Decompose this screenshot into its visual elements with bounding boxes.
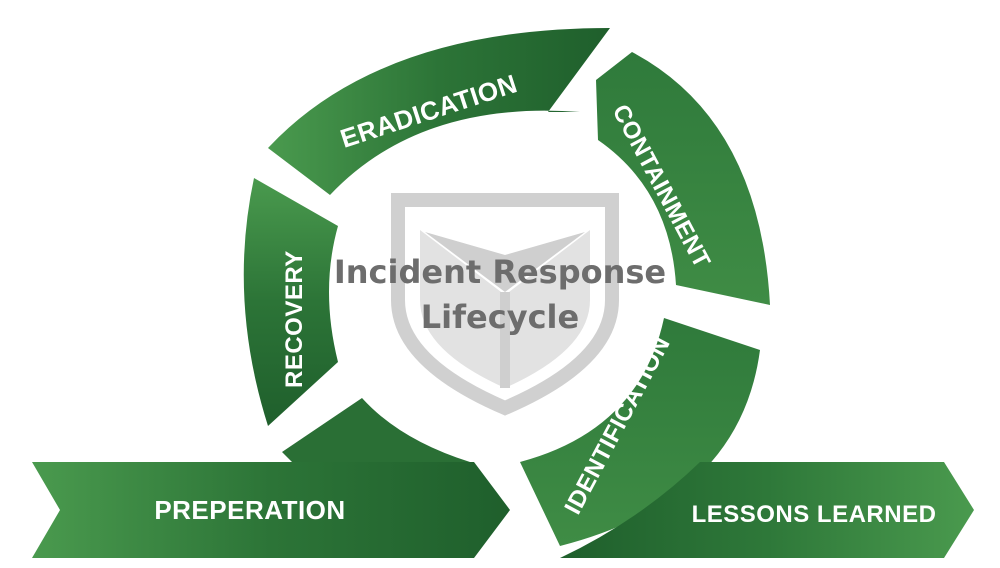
title-line-1: Incident Response: [334, 253, 666, 291]
eradication-segment: ERADICATION: [268, 28, 610, 195]
recovery-label: RECOVERY: [281, 250, 308, 388]
recovery-segment: RECOVERY: [243, 178, 338, 426]
connector-segment: [282, 398, 470, 470]
lessons-learned-banner: LESSONS LEARNED: [560, 462, 974, 558]
title-line-2: Lifecycle: [421, 298, 579, 336]
lessons-learned-label: LESSONS LEARNED: [692, 501, 937, 528]
preparation-label: PREPERATION: [154, 495, 345, 525]
shield-icon: [391, 193, 619, 416]
preparation-banner: PREPERATION: [32, 462, 510, 558]
